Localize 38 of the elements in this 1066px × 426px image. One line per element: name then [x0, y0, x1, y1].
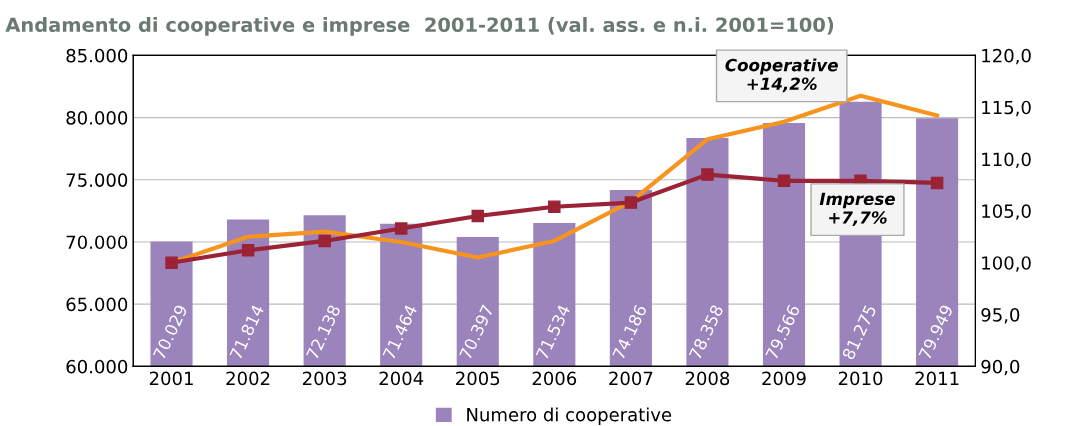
- annotation: Imprese +7,7%: [819, 192, 895, 226]
- y2-tick-label: 110,0: [982, 152, 1031, 168]
- y2-tick-label: 95,0: [981, 307, 1020, 324]
- point: [241, 244, 255, 257]
- x-tick-label: 2001: [149, 371, 193, 386]
- point: [777, 174, 791, 188]
- point: [471, 209, 485, 223]
- x-tick-label: 2008: [685, 371, 730, 386]
- y2-tick-label: 105,0: [982, 204, 1031, 220]
- y-tick-label: 60.000: [66, 359, 128, 374]
- x-tick-label: 2011: [915, 371, 959, 386]
- y-tick-label: 80.000: [66, 111, 128, 125]
- y-tick-label: 70.000: [66, 235, 128, 250]
- legend-label: Numero di cooperative: [467, 407, 672, 425]
- x-tick-label: 2010: [838, 371, 883, 386]
- y2-tick-label: 115,0: [982, 100, 1031, 117]
- point: [548, 200, 561, 213]
- point: [624, 196, 638, 209]
- x-tick-label: 2007: [609, 371, 653, 386]
- x-tick-label: 2004: [379, 371, 424, 386]
- point: [318, 234, 331, 248]
- x-tick-label: 2009: [762, 371, 806, 386]
- x-tick-label: 2003: [302, 371, 347, 386]
- annotation: Cooperative +14,2%: [725, 58, 838, 93]
- chart-title: Andamento di cooperative e imprese 2001-2011 (val. ass. e n.i. 2001=100): [5, 17, 834, 36]
- x-tick-label: 2002: [226, 371, 270, 386]
- x-tick-label: 2006: [532, 371, 577, 386]
- point: [930, 176, 944, 190]
- point: [394, 222, 408, 235]
- y-tick-label: 85.000: [66, 48, 128, 63]
- y-tick-label: 75.000: [66, 173, 128, 187]
- y2-tick-label: 90,0: [981, 359, 1020, 376]
- y2-tick-label: 100,0: [982, 256, 1031, 272]
- y-tick-label: 65.000: [66, 297, 128, 312]
- x-tick-label: 2005: [456, 371, 500, 386]
- point: [165, 256, 178, 269]
- point: [701, 168, 714, 181]
- y2-tick-label: 120,0: [982, 48, 1031, 65]
